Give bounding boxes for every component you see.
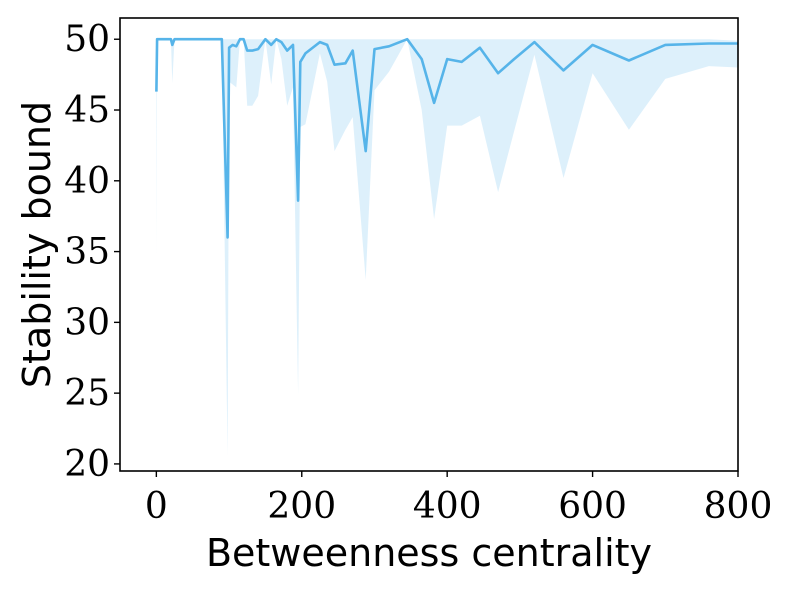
- x-tick-label: 800: [704, 486, 773, 527]
- y-tick-label: 50: [64, 19, 110, 60]
- y-tick-label: 20: [64, 444, 110, 485]
- ticks: 0 200 400 600 800 20 25 30 35 40 45 50: [64, 19, 772, 527]
- x-axis-label: Betweenness centrality: [206, 531, 652, 575]
- x-tick-label: 0: [145, 486, 168, 527]
- y-tick-label: 45: [64, 90, 110, 131]
- y-axis-label: Stability bound: [15, 101, 59, 388]
- confidence-band: [156, 39, 738, 456]
- axes-frame: [119, 17, 739, 472]
- x-tick-label: 400: [413, 486, 482, 527]
- series-line: [155, 37, 738, 239]
- y-tick-label: 25: [64, 373, 110, 414]
- y-tick-label: 30: [64, 302, 110, 343]
- x-tick-label: 600: [558, 486, 627, 527]
- plot-area: [155, 37, 738, 456]
- y-tick-label: 35: [64, 232, 110, 273]
- x-tick-label: 200: [267, 486, 336, 527]
- y-tick-label: 40: [64, 161, 110, 202]
